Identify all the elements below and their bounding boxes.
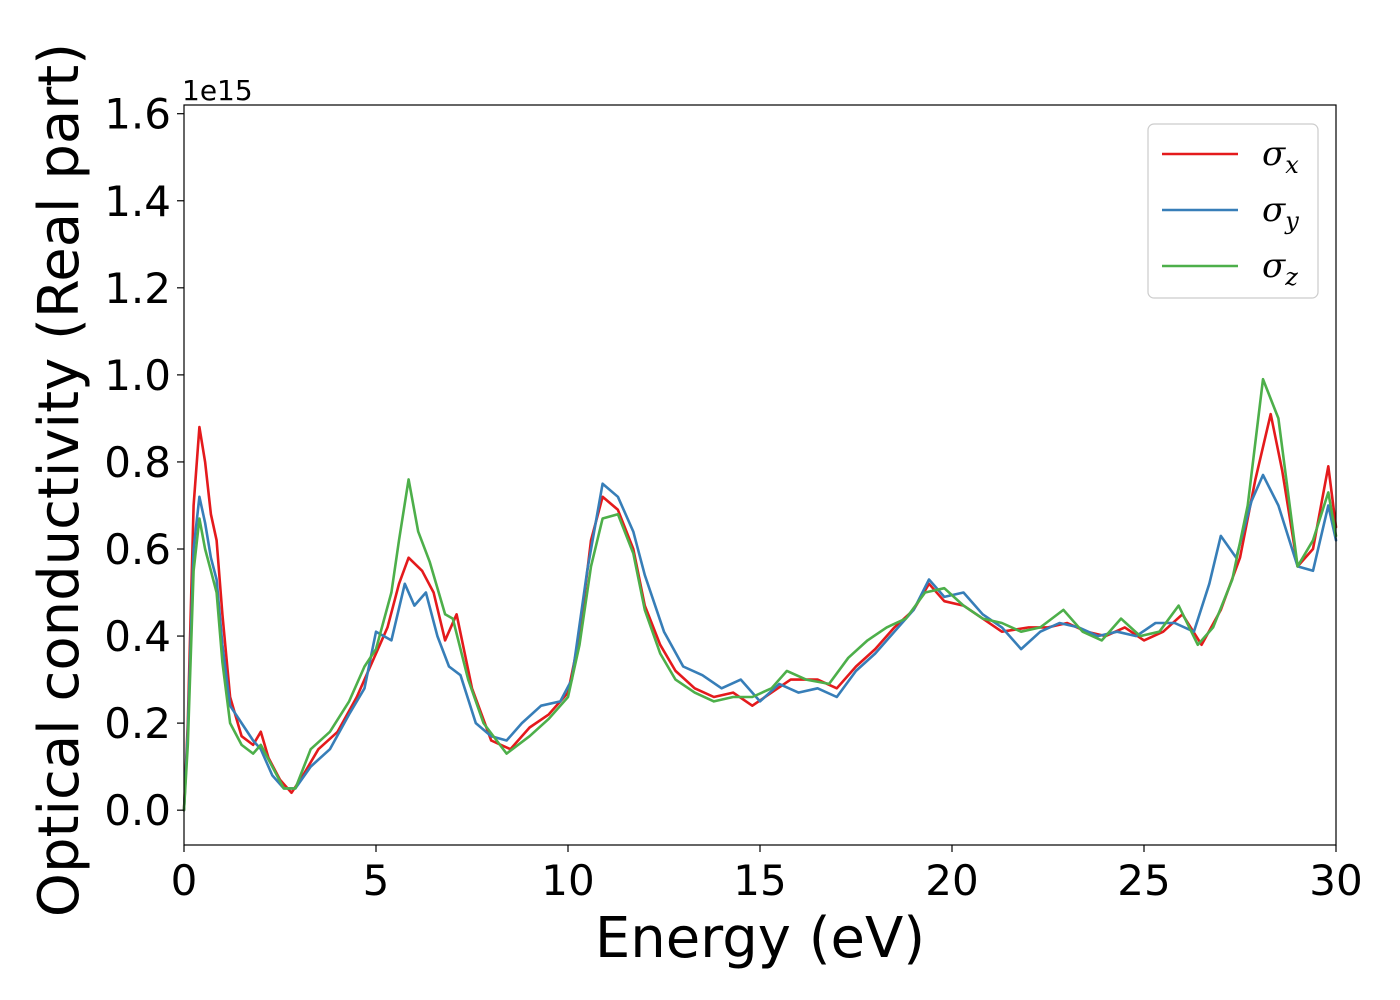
y-tick-label: 1.2 xyxy=(104,264,171,313)
y-axis-label: Optical conductivity (Real part) xyxy=(27,43,92,917)
x-tick-label: 10 xyxy=(541,856,594,905)
series-line-z xyxy=(182,377,1338,812)
x-tick-label: 5 xyxy=(363,856,390,905)
x-tick-label: 15 xyxy=(733,856,786,905)
y-tick-label: 1.6 xyxy=(104,90,171,139)
y-tick-label: 0.4 xyxy=(104,612,171,661)
x-axis-label: Energy (eV) xyxy=(595,906,925,971)
y-tick-label: 0.2 xyxy=(104,699,171,748)
x-tick-label: 0 xyxy=(171,856,198,905)
x-axis-ticks: 0 5 10 15 20 25 30 xyxy=(171,845,1363,905)
x-tick-label: 30 xyxy=(1309,856,1362,905)
y-tick-label: 1.4 xyxy=(104,177,171,226)
y-axis-offset-label: 1e15 xyxy=(182,74,253,107)
y-tick-label: 0.0 xyxy=(104,786,171,835)
y-axis-ticks: 0.0 0.2 0.4 0.6 0.8 1.0 1.2 1.4 1.6 xyxy=(104,90,184,835)
series-layer xyxy=(182,377,1338,812)
x-tick-label: 20 xyxy=(925,856,978,905)
y-tick-label: 1.0 xyxy=(104,351,171,400)
y-tick-label: 0.6 xyxy=(104,525,171,574)
y-tick-label: 0.8 xyxy=(104,438,171,487)
x-tick-label: 25 xyxy=(1117,856,1170,905)
plot-area xyxy=(184,105,1336,845)
